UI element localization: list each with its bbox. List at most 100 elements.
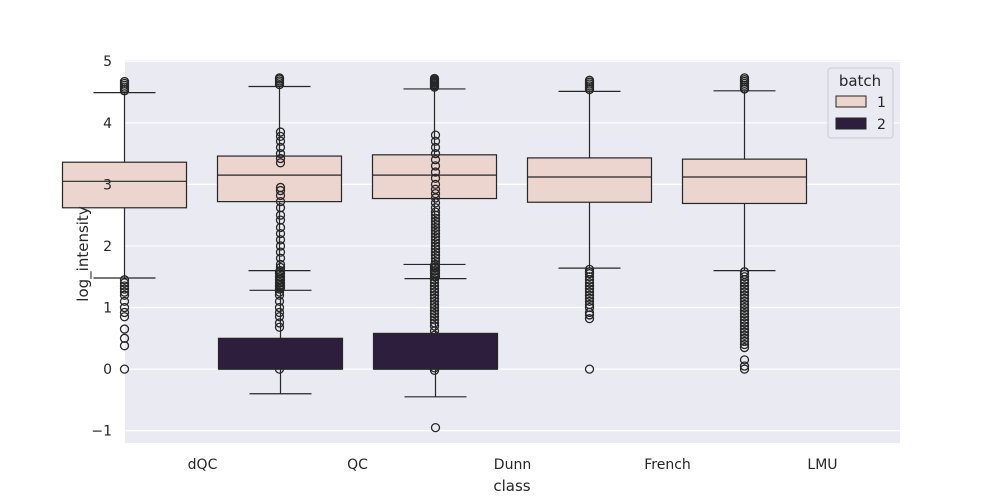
- outlier-point: [739, 293, 750, 303]
- outlier-point: [739, 281, 750, 291]
- outlier-point: [584, 310, 595, 320]
- outlier-point: [430, 203, 441, 213]
- outlier-point: [430, 238, 441, 248]
- outlier-point: [429, 296, 440, 307]
- outlier-point: [275, 259, 286, 270]
- outlier-point: [584, 272, 595, 282]
- outlier-point: [584, 290, 595, 300]
- outlier-point: [430, 262, 441, 273]
- outlier-point: [275, 136, 286, 146]
- outlier-point: [584, 313, 595, 324]
- box-group: [526, 75, 653, 374]
- outlier-point: [739, 284, 750, 294]
- outlier-point: [119, 312, 130, 322]
- outlier-point: [119, 290, 130, 300]
- outlier-point: [430, 179, 441, 190]
- outlier-point: [119, 364, 130, 374]
- outlier-point: [274, 73, 285, 83]
- outlier-point: [275, 272, 286, 282]
- outlier-point: [119, 275, 130, 285]
- x-axis-label: class: [493, 477, 530, 495]
- outlier-point: [275, 253, 286, 263]
- y-tick-label: 5: [103, 54, 112, 70]
- x-tick-label: LMU: [807, 457, 837, 473]
- outlier-point: [739, 330, 750, 340]
- outlier-point: [739, 318, 750, 328]
- outlier-point: [275, 142, 286, 153]
- outlier-point: [430, 161, 441, 171]
- box-iqr: [681, 158, 808, 205]
- outlier-point: [275, 127, 286, 137]
- outlier-point: [429, 293, 440, 303]
- outlier-point: [119, 307, 130, 318]
- outlier-point: [429, 73, 440, 84]
- outlier-point: [429, 321, 440, 331]
- y-axis-label: log_intensity: [74, 206, 93, 302]
- outlier-point: [584, 275, 595, 285]
- legend-swatch-batch-2: [835, 117, 867, 130]
- y-tick-label: 0: [103, 362, 112, 378]
- y-tick-label: 1: [103, 301, 112, 317]
- box-iqr: [526, 157, 653, 203]
- y-tick-label: −1: [91, 424, 112, 440]
- outlier-point: [739, 361, 750, 371]
- outlier-point: [275, 131, 286, 142]
- outlier-point: [739, 299, 750, 310]
- outlier-point: [430, 228, 441, 239]
- outlier-point: [275, 262, 286, 273]
- plot-area-background: [125, 60, 900, 443]
- outlier-point: [430, 422, 441, 433]
- box-group: [372, 130, 499, 433]
- outlier-point: [739, 324, 750, 334]
- outlier-point: [430, 232, 441, 242]
- outlier-point: [739, 321, 750, 331]
- legend-label-batch-1: 1: [877, 95, 886, 111]
- outlier-point: [739, 290, 750, 300]
- outlier-point: [275, 153, 286, 164]
- outlier-point: [739, 305, 750, 316]
- outlier-point: [739, 278, 750, 288]
- outlier-point: [584, 278, 595, 288]
- outlier-point: [739, 336, 750, 347]
- box-group: [216, 73, 343, 374]
- outlier-point: [739, 333, 750, 343]
- y-tick-labels: −1 0 1 2 3 4 5: [91, 54, 112, 439]
- outlier-point: [429, 281, 440, 291]
- outlier-point: [430, 241, 441, 251]
- outlier-point: [119, 287, 130, 297]
- outlier-point: [275, 269, 286, 279]
- x-tick-labels: dQC QC Dunn French LMU: [188, 457, 838, 473]
- outlier-point: [429, 315, 440, 325]
- box-group: [61, 76, 188, 374]
- outlier-point: [430, 198, 441, 208]
- outlier-point: [430, 130, 441, 140]
- legend-title: batch: [839, 72, 881, 90]
- outlier-point: [430, 148, 441, 159]
- outlier-point: [430, 269, 441, 279]
- outlier-point: [275, 265, 286, 276]
- outlier-point: [429, 299, 440, 310]
- outlier-point: [274, 287, 285, 297]
- outlier-point: [584, 307, 595, 318]
- outlier-point: [430, 213, 441, 223]
- outlier-point: [275, 278, 286, 288]
- outlier-point: [430, 253, 441, 263]
- x-tick-label: Dunn: [494, 457, 531, 473]
- outlier-point: [119, 302, 130, 313]
- outlier-point: [430, 250, 441, 260]
- outlier-point: [119, 281, 130, 291]
- outlier-point: [584, 296, 595, 307]
- outlier-point: [275, 241, 286, 251]
- legend-label-batch-2: 2: [877, 117, 886, 133]
- outlier-point: [274, 302, 285, 313]
- outlier-point: [430, 247, 441, 257]
- outlier-point: [584, 293, 595, 303]
- outlier-point: [429, 284, 440, 294]
- outlier-point: [119, 76, 130, 87]
- box-iqr: [371, 154, 498, 200]
- outlier-point: [739, 355, 750, 365]
- outlier-point: [430, 167, 441, 177]
- outlier-point: [584, 287, 595, 297]
- outlier-point: [275, 185, 286, 196]
